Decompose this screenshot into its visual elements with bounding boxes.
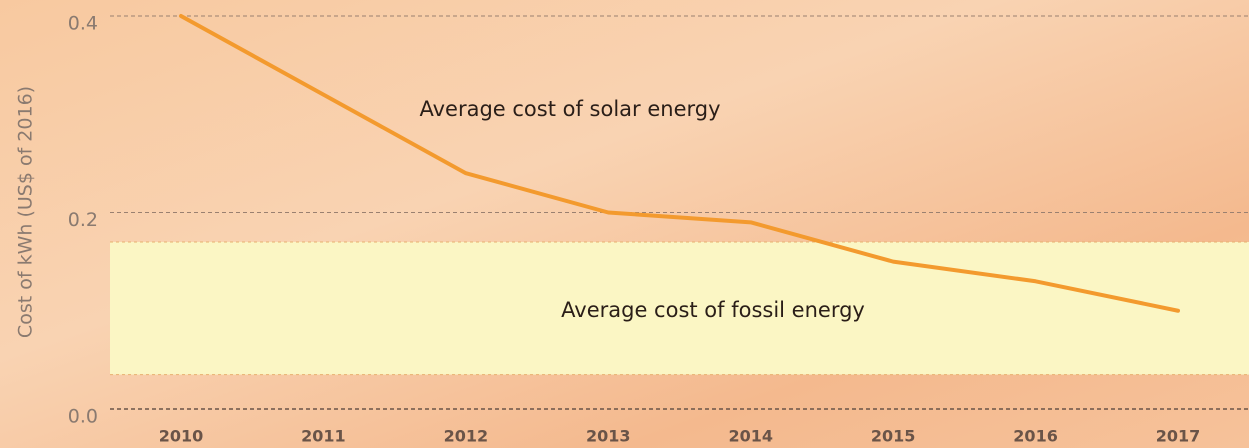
x-tick-label: 2016 <box>1013 427 1058 446</box>
y-axis-label: Cost of kWh (US$ of 2016) <box>15 86 37 338</box>
x-tick-label: 2011 <box>301 427 346 446</box>
solar-annotation: Average cost of solar energy <box>419 97 720 121</box>
x-tick-label: 2013 <box>586 427 631 446</box>
fossil-band <box>110 241 1249 375</box>
y-tick-label: 0.4 <box>68 13 98 35</box>
y-tick-label: 0.0 <box>68 406 98 428</box>
x-tick-label: 2017 <box>1156 427 1201 446</box>
x-tick-label: 2010 <box>159 427 204 446</box>
solar-line <box>179 14 1180 313</box>
fossil-annotation: Average cost of fossil energy <box>561 298 865 322</box>
y-tick-label: 0.2 <box>68 209 98 231</box>
x-tick-label: 2015 <box>871 427 916 446</box>
x-tick-label: 2014 <box>728 427 773 446</box>
x-tick-label: 2012 <box>444 427 489 446</box>
